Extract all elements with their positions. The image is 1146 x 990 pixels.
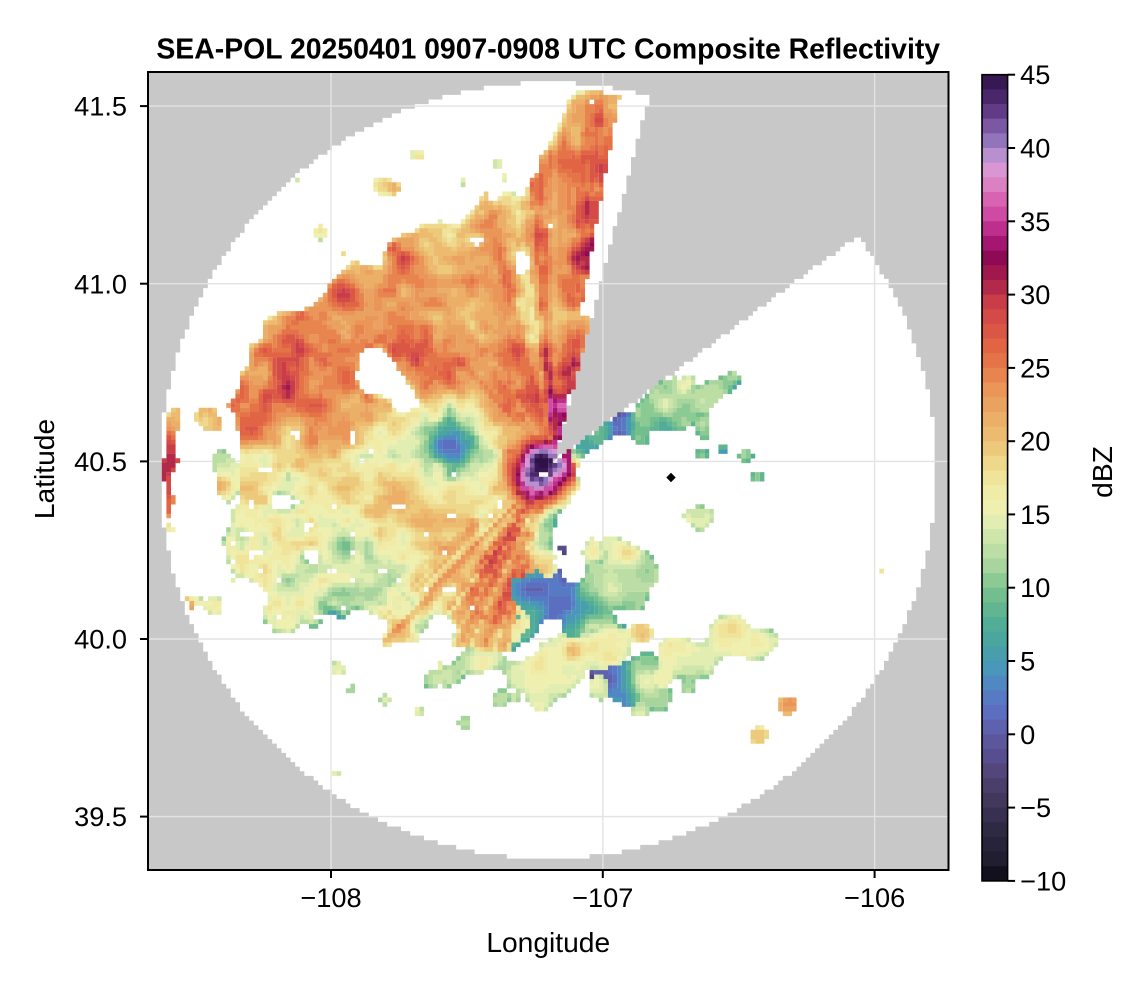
- svg-text:−106: −106: [844, 882, 905, 913]
- svg-text:41.0: 41.0: [74, 268, 127, 299]
- svg-text:Longitude: Longitude: [486, 926, 610, 958]
- svg-text:−108: −108: [300, 882, 361, 913]
- svg-text:20: 20: [1020, 426, 1050, 457]
- svg-text:Latitude: Latitude: [28, 419, 60, 519]
- svg-text:40.0: 40.0: [74, 624, 127, 655]
- svg-text:5: 5: [1020, 646, 1035, 677]
- svg-text:39.5: 39.5: [74, 801, 127, 832]
- svg-text:−10: −10: [1020, 865, 1066, 896]
- svg-text:dBZ: dBZ: [1086, 446, 1118, 498]
- svg-text:−5: −5: [1020, 792, 1051, 823]
- svg-text:40: 40: [1020, 133, 1050, 164]
- svg-text:25: 25: [1020, 352, 1050, 383]
- svg-text:15: 15: [1020, 499, 1050, 530]
- svg-text:−107: −107: [572, 882, 633, 913]
- svg-text:30: 30: [1020, 279, 1050, 310]
- svg-text:SEA-POL 20250401 0907-0908 UTC: SEA-POL 20250401 0907-0908 UTC Composite…: [156, 34, 940, 66]
- svg-text:10: 10: [1020, 572, 1050, 603]
- svg-text:35: 35: [1020, 206, 1050, 237]
- svg-text:0: 0: [1020, 719, 1035, 750]
- svg-text:45: 45: [1020, 59, 1050, 90]
- svg-text:41.5: 41.5: [74, 91, 127, 122]
- svg-text:40.5: 40.5: [74, 446, 127, 477]
